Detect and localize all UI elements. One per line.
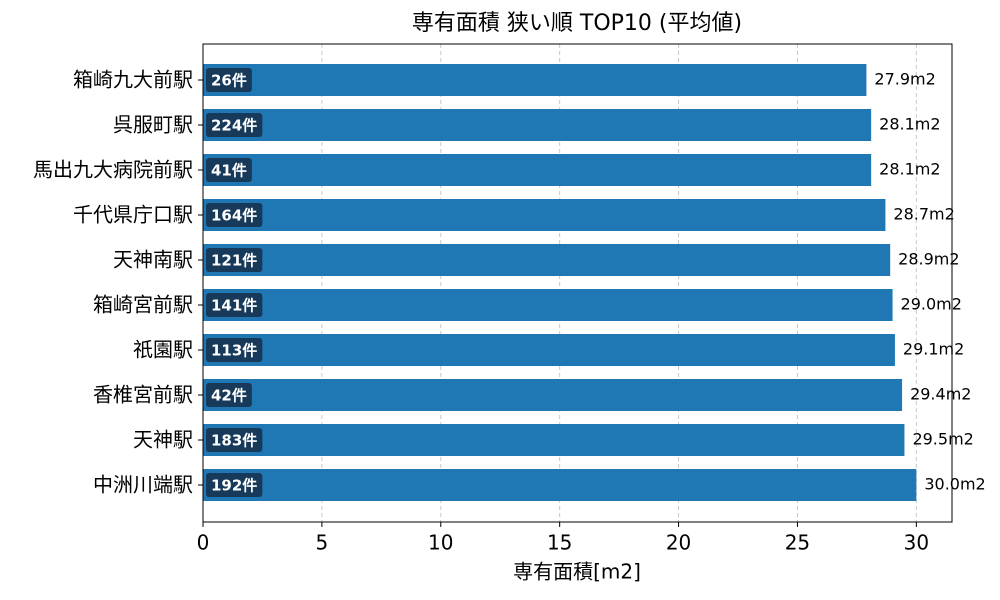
chart-title: 専有面積 狭い順 TOP10 (平均値) [412, 11, 742, 36]
count-badge [206, 248, 263, 272]
count-badge [206, 293, 263, 317]
count-label: 224件 [211, 117, 257, 135]
count-badge [206, 203, 263, 227]
count-label: 141件 [211, 297, 257, 315]
x-axis-label: 専有面積[m2] [513, 560, 641, 584]
y-tick-label: 馬出九大病院前駅 [33, 158, 193, 182]
value-label: 29.5m2 [912, 430, 973, 449]
value-label: 28.9m2 [898, 250, 959, 269]
bar [203, 424, 905, 456]
y-tick-label: 天神駅 [133, 428, 193, 452]
count-label: 164件 [211, 207, 257, 225]
y-tick-label: 中洲川端駅 [93, 473, 193, 497]
bar [203, 64, 867, 96]
y-tick-label: 天神南駅 [113, 248, 193, 272]
bar [203, 469, 917, 501]
count-label: 192件 [211, 477, 257, 495]
value-label: 28.1m2 [879, 160, 940, 179]
x-tick-label: 5 [316, 531, 329, 555]
y-tick-label: 千代県庁口駅 [73, 203, 193, 227]
x-tick-label: 30 [904, 531, 929, 555]
count-badge [206, 113, 263, 137]
value-label: 30.0m2 [924, 475, 985, 494]
bar [203, 154, 872, 186]
y-tick-label: 香椎宮前駅 [93, 383, 193, 407]
value-label: 29.4m2 [910, 385, 971, 404]
count-badge [206, 383, 252, 407]
count-label: 42件 [211, 387, 247, 405]
bar [203, 109, 872, 141]
x-tick-label: 25 [785, 531, 810, 555]
value-label: 29.1m2 [903, 340, 964, 359]
y-tick-label: 祇園駅 [133, 338, 193, 362]
x-tick-label: 0 [197, 531, 210, 555]
count-label: 121件 [211, 252, 257, 270]
bar [203, 379, 903, 411]
count-badge [206, 68, 252, 92]
count-badge [206, 338, 263, 362]
bar [203, 199, 886, 231]
count-badge [206, 428, 263, 452]
bar [203, 289, 893, 321]
bar [203, 244, 891, 276]
count-badge [206, 473, 263, 497]
y-tick-label: 箱崎九大前駅 [73, 68, 193, 92]
value-label: 28.1m2 [879, 115, 940, 134]
x-tick-label: 10 [428, 531, 453, 555]
bar [203, 334, 895, 366]
count-label: 113件 [211, 342, 257, 360]
count-label: 26件 [211, 72, 247, 90]
count-badge [206, 158, 252, 182]
count-label: 183件 [211, 432, 257, 450]
plot-frame [202, 43, 953, 523]
y-tick-label: 呉服町駅 [113, 113, 193, 137]
x-tick-label: 15 [547, 531, 572, 555]
value-label: 29.0m2 [901, 295, 962, 314]
value-label: 27.9m2 [874, 70, 935, 89]
y-tick-label: 箱崎宮前駅 [93, 293, 193, 317]
count-label: 41件 [211, 162, 247, 180]
value-label: 28.7m2 [893, 205, 954, 224]
x-tick-label: 20 [666, 531, 691, 555]
